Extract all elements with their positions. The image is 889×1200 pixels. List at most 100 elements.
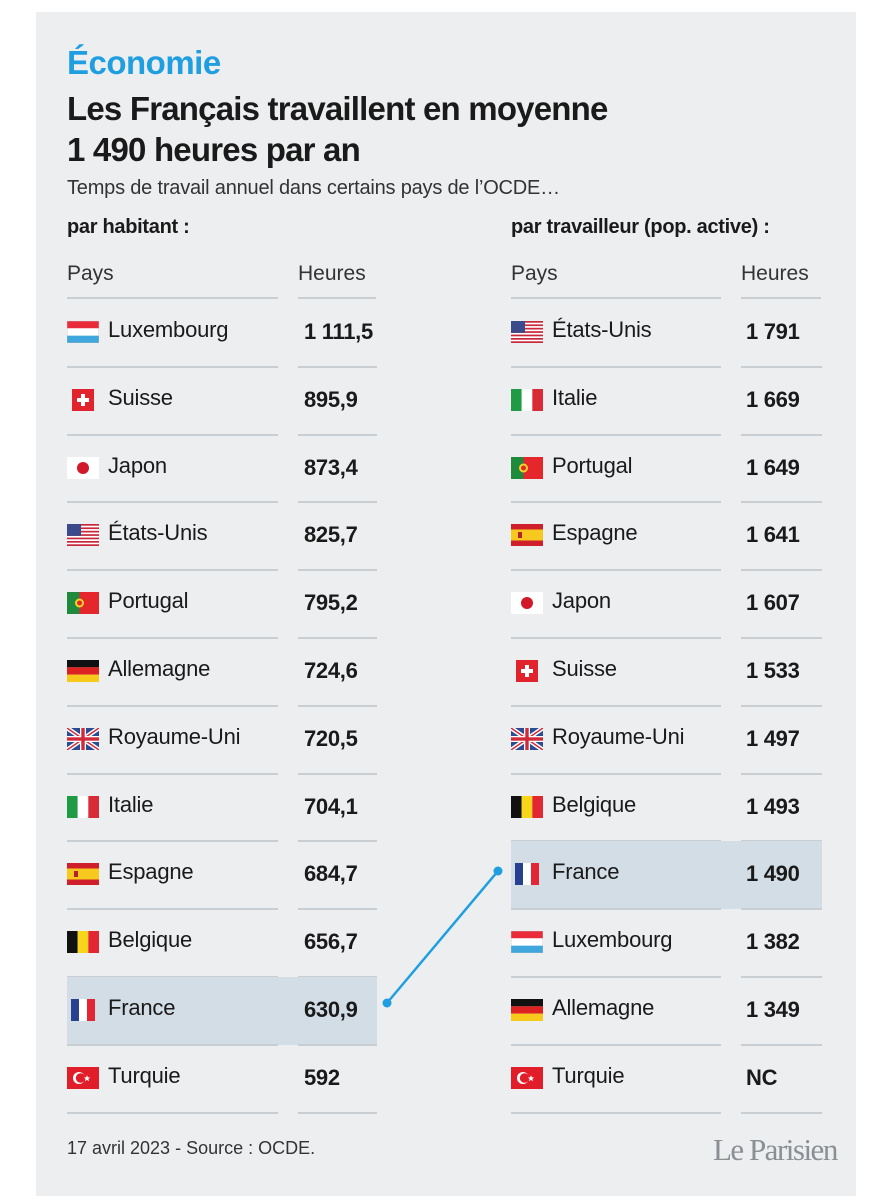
- row-divider: [298, 840, 377, 843]
- hours-value: 1 649: [746, 454, 800, 480]
- hours-value: 630,9: [304, 997, 358, 1022]
- table-row: Japon 1 607: [511, 570, 822, 638]
- row-divider: [741, 637, 822, 639]
- country-name: Luxembourg: [552, 927, 673, 953]
- left-header-divider: [67, 297, 278, 299]
- row-divider: [511, 569, 721, 572]
- table-row: Turquie 592: [67, 1045, 377, 1113]
- switzerland-flag-icon: [511, 660, 543, 682]
- hours-value: 684,7: [304, 861, 358, 887]
- hours-value: 1 791: [746, 319, 800, 344]
- headline-line-1: Les Français travaillent en moyenne: [67, 90, 608, 127]
- luxembourg-flag-icon: [511, 931, 543, 954]
- row-divider: [511, 908, 721, 911]
- row-divider: [511, 1111, 721, 1114]
- row-divider: [511, 704, 721, 707]
- table-row: Royaume-Uni 1 497: [511, 706, 822, 774]
- portugal-flag-icon: [511, 456, 543, 479]
- hours-value: 1 533: [746, 658, 800, 683]
- hours-value: 1 382: [746, 929, 800, 955]
- country-name: Royaume-Uni: [108, 723, 241, 749]
- row-divider: [298, 569, 377, 572]
- turkey-flag-icon: [511, 1066, 543, 1089]
- row-divider: [511, 365, 721, 368]
- table-row: Espagne 684,7: [67, 841, 377, 909]
- left-col-country-header: Pays: [67, 262, 114, 285]
- country-name: Japon: [108, 452, 167, 478]
- table-row: France 630,9: [67, 977, 377, 1045]
- hours-value: 795,2: [304, 590, 358, 616]
- spain-flag-icon: [67, 863, 99, 886]
- table-row: Portugal 795,2: [67, 570, 377, 638]
- table-row: Allemagne 724,6: [67, 638, 377, 706]
- table-row: États-Unis 1 791: [511, 299, 822, 367]
- row-divider: [511, 976, 721, 978]
- row-divider: [67, 569, 278, 572]
- japan-flag-icon: [67, 456, 99, 479]
- hours-value: NC: [746, 1064, 778, 1090]
- country-name: France: [552, 859, 620, 885]
- row-divider: [67, 501, 278, 504]
- country-name: Japon: [552, 588, 611, 614]
- row-divider: [298, 365, 377, 368]
- right-table-title: par travailleur (pop. active) :: [511, 216, 770, 238]
- hours-value: 1 497: [746, 725, 800, 751]
- hours-value: 1 490: [746, 861, 800, 887]
- japan-flag-icon: [511, 592, 543, 615]
- uk-flag-icon: [67, 727, 99, 750]
- hours-value: 825,7: [304, 522, 358, 548]
- table-row: Espagne 1 641: [511, 502, 822, 570]
- row-divider: [741, 908, 822, 911]
- italy-flag-icon: [67, 795, 99, 818]
- hours-value: 1 111,5: [304, 319, 373, 344]
- hours-value: 720,5: [304, 725, 358, 751]
- luxembourg-flag-icon: [67, 321, 99, 343]
- left-header-divider-hours: [298, 297, 376, 299]
- table-row: Italie 1 669: [511, 367, 822, 435]
- row-divider: [741, 569, 822, 572]
- country-name: Suisse: [108, 384, 173, 410]
- table-row: Belgique 1 493: [511, 774, 822, 842]
- hours-value: 873,4: [304, 454, 358, 480]
- uk-flag-icon: [511, 727, 543, 750]
- country-name: Royaume-Uni: [552, 723, 685, 749]
- turkey-flag-icon: [67, 1066, 99, 1089]
- country-name: Turquie: [108, 1062, 181, 1088]
- hours-value: 656,7: [304, 929, 358, 955]
- row-divider: [741, 1043, 822, 1046]
- row-divider: [298, 1111, 377, 1114]
- headline-line-2: 1 490 heures par an: [67, 131, 361, 168]
- portugal-flag-icon: [67, 592, 99, 615]
- spain-flag-icon: [511, 524, 543, 547]
- country-name: Espagne: [108, 859, 194, 885]
- table-row: Italie 704,1: [67, 774, 377, 842]
- row-divider: [741, 433, 822, 436]
- country-name: Espagne: [552, 520, 638, 546]
- row-divider: [741, 772, 822, 775]
- row-divider: [298, 1043, 377, 1046]
- right-col-hours-header: Heures: [741, 262, 809, 285]
- country-name: Portugal: [552, 452, 633, 478]
- row-divider: [298, 637, 377, 639]
- table-row: France 1 490: [511, 841, 822, 910]
- row-divider: [741, 1111, 822, 1114]
- right-col-country-header: Pays: [511, 262, 558, 285]
- hours-value: 1 669: [746, 386, 800, 412]
- row-divider: [298, 772, 377, 775]
- table-row: Japon 873,4: [67, 435, 377, 503]
- table-row: Turquie NC: [511, 1045, 822, 1113]
- table-row: Suisse 1 533: [511, 638, 822, 706]
- country-name: Suisse: [552, 656, 617, 681]
- row-divider: [511, 501, 721, 504]
- row-divider: [741, 976, 822, 978]
- connector-dot-right: [493, 866, 503, 876]
- left-table-title: par habitant :: [67, 216, 190, 238]
- brand-logo: Le Parisien: [713, 1132, 838, 1167]
- table-row: Royaume-Uni 720,5: [67, 706, 377, 774]
- country-name: Portugal: [108, 588, 189, 614]
- hours-value: 724,6: [304, 658, 358, 683]
- germany-flag-icon: [511, 999, 543, 1021]
- table-row: Luxembourg 1 111,5: [67, 299, 377, 367]
- source-note: 17 avril 2023 - Source : OCDE.: [67, 1138, 316, 1158]
